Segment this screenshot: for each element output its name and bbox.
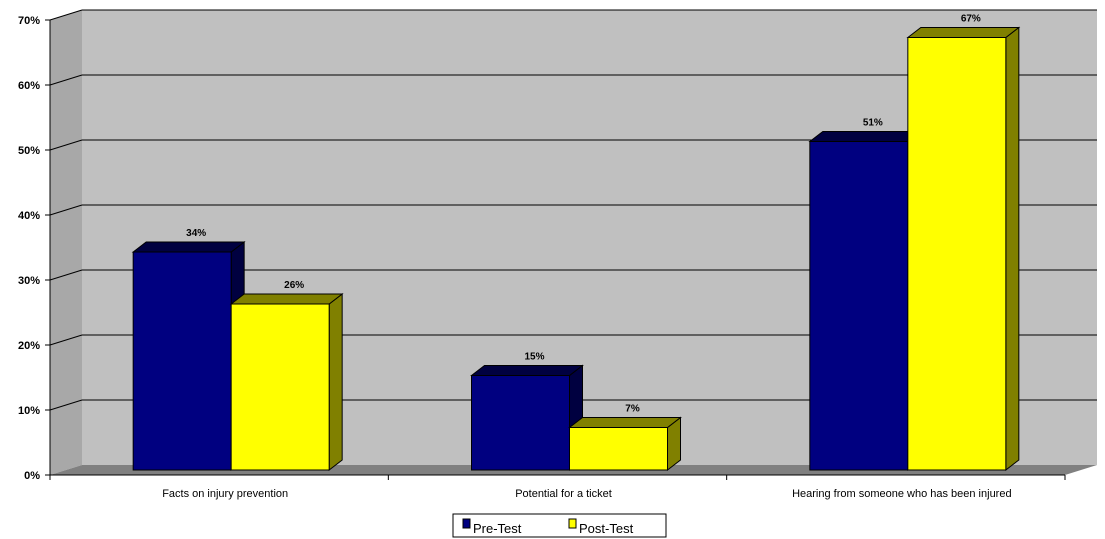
bar-front: [569, 427, 668, 471]
gridline-side: [49, 139, 83, 151]
data-labels: 34% 26% 15% 7% 51% 67%: [186, 14, 981, 415]
data-label: 15%: [524, 352, 544, 363]
legend-label: Pre-Test: [473, 521, 522, 536]
y-tick-label: 20%: [18, 340, 40, 352]
data-label: 34%: [186, 228, 206, 239]
side-wall: [50, 10, 82, 475]
data-label: 51%: [863, 118, 883, 129]
bar-front: [809, 141, 909, 471]
gridline-side: [49, 74, 83, 86]
bar-front: [907, 37, 1007, 471]
x-axis-ticks: [49, 475, 1066, 480]
bar-top: [131, 241, 246, 253]
bar-front: [471, 375, 570, 471]
bar-top: [568, 417, 682, 428]
y-tick-label: 10%: [18, 405, 40, 417]
bar: [808, 130, 923, 472]
bar-side: [328, 292, 343, 472]
data-label: 7%: [625, 404, 640, 415]
bar: [568, 416, 682, 472]
bar-top: [906, 27, 1021, 38]
y-axis-ticks: 0% 10% 20% 30% 40% 50% 60% 70%: [18, 15, 50, 482]
bar-top: [229, 293, 344, 305]
bar: [906, 26, 1021, 472]
y-tick-label: 40%: [18, 210, 40, 222]
legend-swatch: [568, 518, 577, 529]
bar: [470, 364, 584, 472]
bar-top: [470, 365, 584, 376]
bar-top: [808, 131, 923, 142]
y-tick-label: 50%: [18, 145, 40, 157]
bar-front: [132, 251, 232, 471]
gridline-side: [49, 9, 83, 21]
category-label: Hearing from someone who has been injure…: [792, 488, 1012, 500]
y-tick-label: 70%: [18, 15, 40, 27]
y-tick-label: 0%: [24, 470, 40, 482]
bar: [229, 292, 344, 472]
bars: [131, 26, 1021, 472]
legend-swatch: [462, 518, 471, 529]
category-label: Potential for a ticket: [515, 488, 612, 500]
data-label: 67%: [961, 14, 981, 25]
legend: Pre-Test Post-Test: [452, 513, 667, 538]
y-tick-label: 60%: [18, 80, 40, 92]
y-tick-label: 30%: [18, 275, 40, 287]
legend-box: [452, 513, 667, 538]
bar: [131, 240, 246, 472]
bar-front: [230, 303, 330, 471]
bar-side: [1005, 26, 1020, 472]
category-labels: Facts on injury prevention Potential for …: [162, 488, 1011, 500]
gridline-side: [49, 399, 83, 411]
gridline-side: [49, 204, 83, 216]
legend-label: Post-Test: [579, 521, 634, 536]
data-label: 26%: [284, 280, 304, 291]
gridline-side: [49, 269, 83, 281]
category-label: Facts on injury prevention: [162, 488, 288, 500]
gridline-side: [49, 334, 83, 346]
